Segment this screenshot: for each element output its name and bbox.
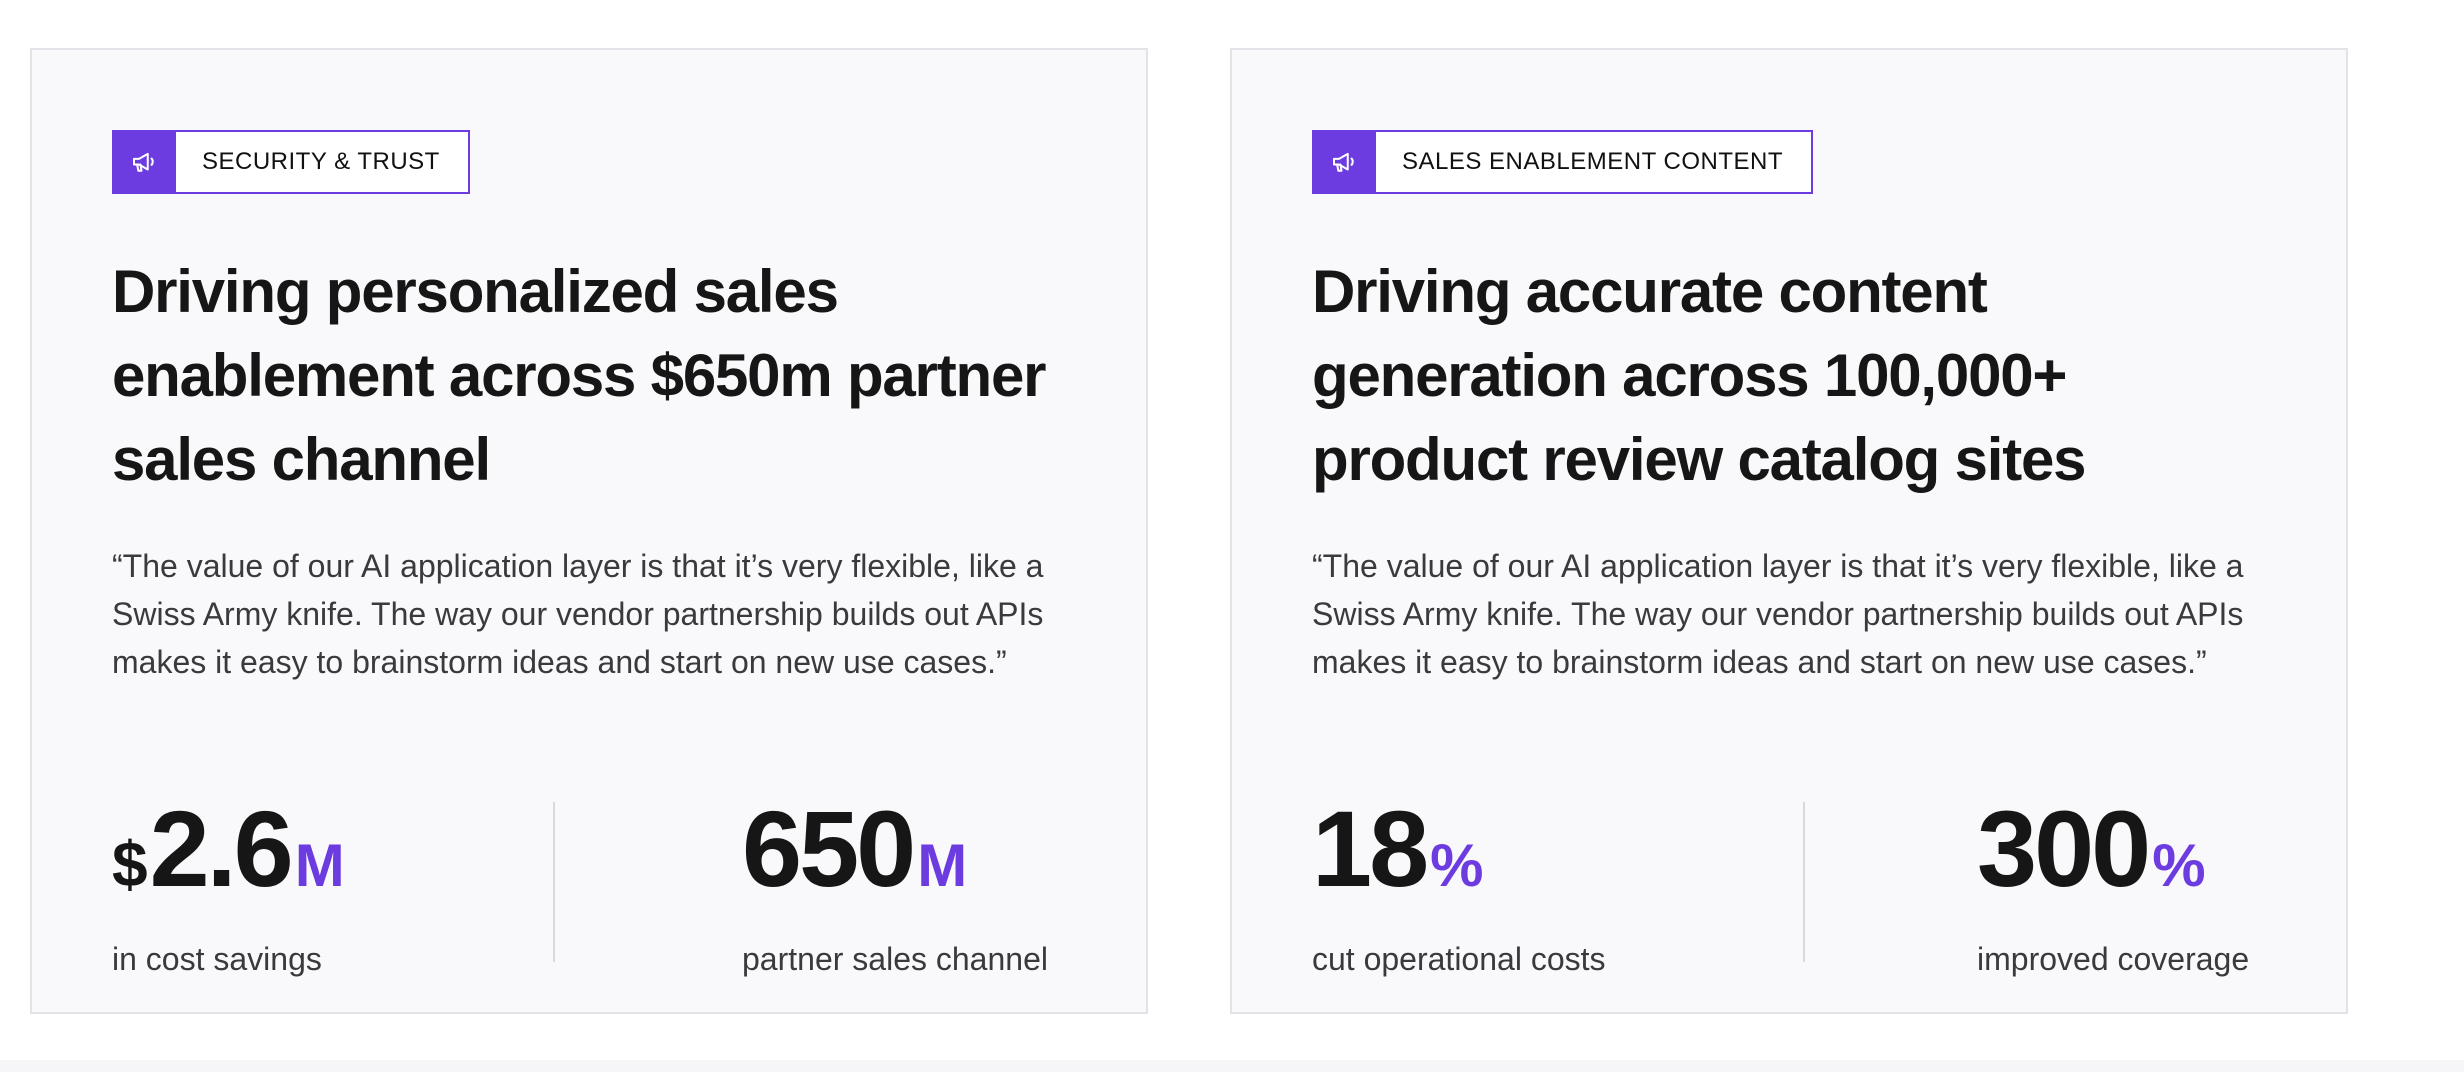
stat-number: 18 xyxy=(1312,788,1429,909)
stat-number: 650 xyxy=(742,788,916,909)
stat-label: partner sales channel xyxy=(742,941,1048,977)
customer-quote: “The value of our AI application layer i… xyxy=(1312,548,2244,680)
stat-divider xyxy=(553,802,555,962)
stat-improved-coverage: 300 % improved coverage xyxy=(1977,795,2249,978)
category-tag-label: SALES ENABLEMENT CONTENT xyxy=(1402,148,1783,175)
stat-label: cut operational costs xyxy=(1312,941,1606,977)
customer-quote: “The value of our AI application layer i… xyxy=(112,548,1044,680)
megaphone-icon xyxy=(1312,130,1376,194)
stat-suffix: M xyxy=(917,832,968,899)
stat-value: $ 2.6 M xyxy=(112,795,345,903)
stat-label: in cost savings xyxy=(112,941,322,977)
stat-suffix: % xyxy=(2152,832,2206,899)
stat-label: improved coverage xyxy=(1977,941,2250,977)
stat-partner-sales-channel: 650 M partner sales channel xyxy=(742,795,1048,978)
category-tag-label: SECURITY & TRUST xyxy=(202,148,440,175)
megaphone-icon xyxy=(112,130,176,194)
stat-value: 650 M xyxy=(742,795,1048,903)
stat-prefix: $ xyxy=(112,828,148,900)
case-study-headline: Driving accurate content generation acro… xyxy=(1312,258,2087,493)
stat-divider xyxy=(1803,802,1805,962)
stat-value: 300 % xyxy=(1977,795,2249,903)
stat-number: 2.6 xyxy=(149,788,294,909)
category-tag[interactable]: SECURITY & TRUST xyxy=(112,130,470,194)
stat-operational-costs: 18 % cut operational costs xyxy=(1312,795,1606,978)
section-bottom-edge xyxy=(0,1060,2464,1072)
stat-suffix: % xyxy=(1430,832,1484,899)
case-study-card[interactable]: SECURITY & TRUST Driving personalized sa… xyxy=(30,48,1148,1014)
case-study-card[interactable]: SALES ENABLEMENT CONTENT Driving accurat… xyxy=(1230,48,2348,1014)
stat-value: 18 % xyxy=(1312,795,1606,903)
category-tag[interactable]: SALES ENABLEMENT CONTENT xyxy=(1312,130,1813,194)
stat-suffix: M xyxy=(294,832,345,899)
stat-number: 300 xyxy=(1977,788,2151,909)
case-study-headline: Driving personalized sales enablement ac… xyxy=(112,258,1046,493)
stat-cost-savings: $ 2.6 M in cost savings xyxy=(112,795,345,978)
